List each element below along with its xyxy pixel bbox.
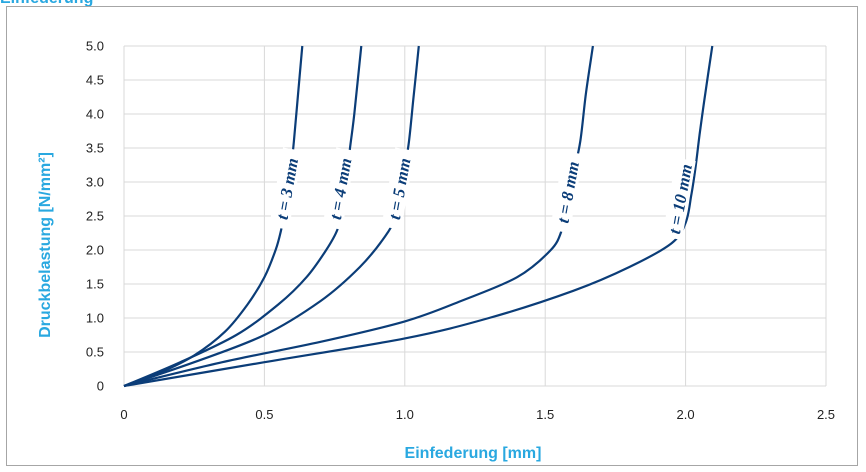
y-tick-label: 0 — [97, 379, 104, 394]
x-tick-label: 2.0 — [677, 407, 695, 422]
x-tick-labels: 0 0.5 1.0 1.5 2.0 2.5 — [120, 407, 835, 422]
series-label-halo — [662, 157, 696, 240]
y-tick-label: 2.5 — [86, 209, 104, 224]
series-label-halo — [322, 147, 357, 230]
series-label: t = 4 mm — [326, 157, 355, 221]
series-line — [123, 45, 714, 388]
series-label-halo — [549, 150, 584, 234]
y-tick-label: 1.0 — [86, 311, 104, 326]
x-tick-label: 1.5 — [536, 407, 554, 422]
y-gridlines — [124, 45, 826, 387]
series-line — [123, 45, 420, 388]
series-curves — [123, 45, 714, 388]
series-line — [123, 45, 594, 388]
y-tick-label: 5.0 — [86, 39, 104, 54]
y-axis-title: Druckbelastung [N/mm²] — [37, 152, 54, 338]
series-label-halo — [269, 147, 303, 230]
series-label: t = 5 mm — [385, 157, 414, 221]
page-title: Einfederung — [0, 0, 93, 8]
y-tick-label: 3.0 — [86, 175, 104, 190]
series-label-halo — [381, 147, 416, 230]
series-label: t = 8 mm — [553, 160, 582, 224]
chart-frame — [6, 6, 858, 466]
series-labels: t = 3 mm t = 4 mm t = 5 mm t = 8 mm t = 10 m… — [269, 147, 696, 240]
y-tick-label: 4.0 — [86, 107, 104, 122]
x-tick-label: 1.0 — [396, 407, 414, 422]
x-axis-title: Einfederung [mm] — [405, 445, 542, 462]
x-tick-label: 0.5 — [255, 407, 273, 422]
y-tick-labels: 0 0.5 1.0 1.5 2.0 2.5 3.0 3.5 4.0 4.5 5.0 — [86, 39, 104, 394]
y-tick-label: 3.5 — [86, 141, 104, 156]
series-label-group: t = 3 mm — [269, 147, 303, 230]
series-label-group: t = 8 mm — [549, 150, 584, 234]
x-tick-label: 2.5 — [817, 407, 835, 422]
series-label: t = 3 mm — [273, 157, 302, 221]
y-tick-label: 2.0 — [86, 243, 104, 258]
y-tick-label: 4.5 — [86, 73, 104, 88]
series-line — [123, 45, 363, 388]
y-tick-label: 0.5 — [86, 345, 104, 360]
y-tick-label: 1.5 — [86, 277, 104, 292]
x-tick-label: 0 — [120, 407, 127, 422]
series-label-group: t = 4 mm — [322, 147, 357, 230]
series-label-group: t = 5 mm — [381, 147, 416, 230]
